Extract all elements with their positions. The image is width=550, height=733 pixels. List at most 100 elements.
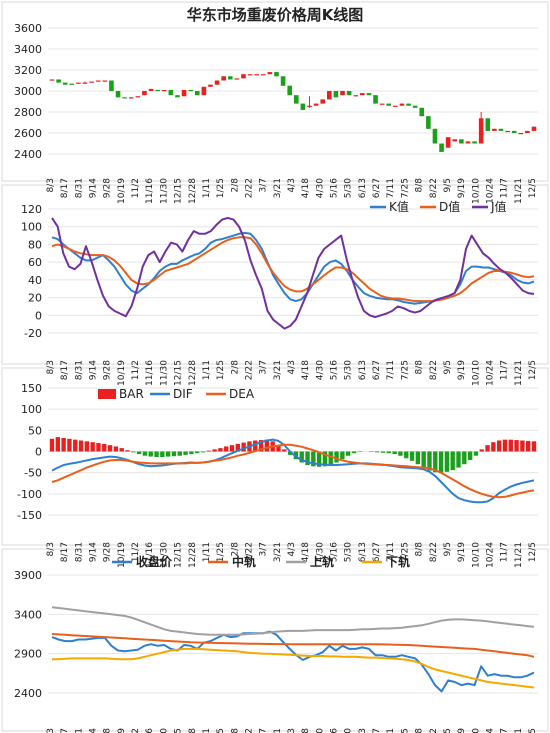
macd-bar: [241, 442, 246, 452]
candle-body: [492, 128, 497, 131]
macd-x-tick-label: 10/24: [485, 542, 495, 568]
candle-body: [340, 91, 345, 96]
kdj-x-tick-label: 3/21: [273, 360, 283, 380]
candle-body: [241, 74, 246, 79]
candle-body: [142, 91, 147, 96]
candle-body: [115, 91, 121, 98]
macd-x-tick-label: 3/7: [259, 542, 269, 556]
macd-legend-swatch-bar: [98, 389, 116, 399]
macd-bar: [531, 441, 537, 452]
boll-x-tick-label: 8/22: [429, 728, 439, 733]
macd-y-tick-label: -50: [24, 467, 42, 480]
candle-body: [472, 141, 477, 144]
kdj-x-tick-label: 5/16: [330, 360, 340, 380]
macd-y-tick-label: 100: [21, 403, 42, 416]
macd-x-tick-label: 4/18: [301, 542, 311, 562]
boll-x-tick-label: 10/24: [485, 728, 495, 733]
kdj-x-tick-label: 9/5: [443, 360, 453, 374]
kdj-y-tick-label: 120: [21, 203, 42, 216]
kline-x-tick-label: 9/19: [457, 178, 467, 198]
kdj-series-line-2: [51, 216, 535, 330]
macd-x-tick-label: 9/19: [457, 542, 467, 562]
macd-bar: [526, 440, 531, 452]
macd-bar: [433, 451, 438, 473]
macd-bar: [282, 449, 287, 452]
boll-x-tick-label: 1/11: [202, 728, 212, 733]
candle-body: [254, 74, 259, 76]
boll-x-tick-label: 7/11: [386, 728, 396, 733]
kline-x-tick-label: 8/17: [60, 178, 70, 198]
candle-body: [168, 89, 174, 96]
boll-y-tick-label: 3400: [14, 608, 42, 621]
macd-x-tick-label: 8/17: [60, 542, 70, 562]
macd-bar: [340, 451, 345, 460]
kline-x-tick-label: 8/8: [415, 178, 425, 193]
kline-x-tick-label: 12/15: [174, 178, 184, 204]
boll-x-tick-label: 1/25: [216, 728, 226, 733]
candle-body: [128, 97, 134, 99]
candle-body: [122, 97, 127, 99]
kdj-x-tick-label: 10/10: [471, 360, 481, 386]
kdj-series-line-1: [51, 236, 535, 303]
candle-body: [386, 103, 392, 106]
candle-body: [76, 82, 81, 84]
boll-x-tick-label: 9/14: [89, 728, 99, 733]
kdj-x-tick-label: 7/25: [400, 360, 410, 380]
boll-x-tick-label: 7/25: [400, 728, 410, 733]
boll-x-tick-label: 8/31: [74, 728, 84, 733]
boll-x-tick-label: 3/7: [259, 728, 269, 733]
candle-body: [208, 84, 213, 87]
kline-x-tick-label: 2/22: [244, 178, 254, 198]
boll-y-tick-label: 2400: [14, 687, 42, 700]
macd-x-tick-label: 2/8: [230, 542, 240, 557]
candle-body: [525, 130, 530, 133]
macd-x-tick-label: 9/28: [103, 542, 113, 562]
boll-x-tick-label: 4/3: [287, 728, 297, 733]
candle-body: [511, 130, 517, 133]
macd-bar: [514, 440, 519, 452]
macd-x-tick-label: 10/10: [471, 542, 481, 568]
candle-body: [300, 103, 306, 110]
macd-bar: [305, 451, 310, 466]
macd-bar: [467, 451, 473, 460]
macd-bar: [206, 450, 211, 452]
kline-y-tick-label: 2400: [14, 148, 42, 161]
macd-bar: [107, 445, 113, 452]
candle-body: [161, 89, 167, 92]
kline-x-tick-label: 7/25: [400, 178, 410, 198]
candle-body: [82, 82, 88, 84]
kdj-x-tick-label: 8/22: [429, 360, 439, 380]
kline-x-tick-label: 8/22: [429, 178, 439, 198]
kdj-y-tick-label: 80: [28, 238, 42, 251]
macd-bar: [258, 440, 264, 452]
macd-bar: [375, 451, 380, 453]
kline-x-tick-label: 9/14: [89, 178, 99, 198]
macd-bar: [496, 440, 502, 452]
kline-x-tick-label: 11/2: [131, 178, 141, 198]
macd-bar: [253, 440, 258, 452]
macd-series-line-1: [51, 443, 535, 499]
macd-bar: [113, 446, 119, 452]
kdj-legend-label: K值: [389, 199, 409, 214]
candle-body: [445, 137, 451, 148]
candle-body: [181, 89, 187, 97]
macd-legend-label: DIF: [173, 387, 193, 401]
macd-bar: [264, 439, 270, 452]
kline-x-tick-label: 4/30: [315, 178, 325, 198]
boll-x-tick-label: 2/8: [230, 728, 240, 733]
kdj-x-tick-label: 6/13: [358, 360, 368, 380]
boll-x-tick-label: 6/27: [372, 728, 382, 733]
kdj-x-tick-label: 11/16: [145, 360, 155, 386]
macd-bar: [125, 450, 130, 452]
candle-body: [69, 83, 75, 85]
boll-y-tick-label: 2900: [14, 648, 42, 661]
kline-x-tick-label: 7/11: [386, 178, 396, 198]
kdj-x-tick-label: 10/24: [485, 360, 495, 386]
kline-y-tick-label: 3400: [14, 43, 42, 56]
macd-bar: [49, 438, 55, 452]
candle-body: [465, 141, 471, 144]
macd-x-tick-label: 4/30: [315, 542, 325, 562]
macd-bar: [421, 451, 426, 468]
macd-bar: [287, 451, 293, 455]
chart-title: 华东市场重废价格周K线图: [187, 6, 364, 24]
